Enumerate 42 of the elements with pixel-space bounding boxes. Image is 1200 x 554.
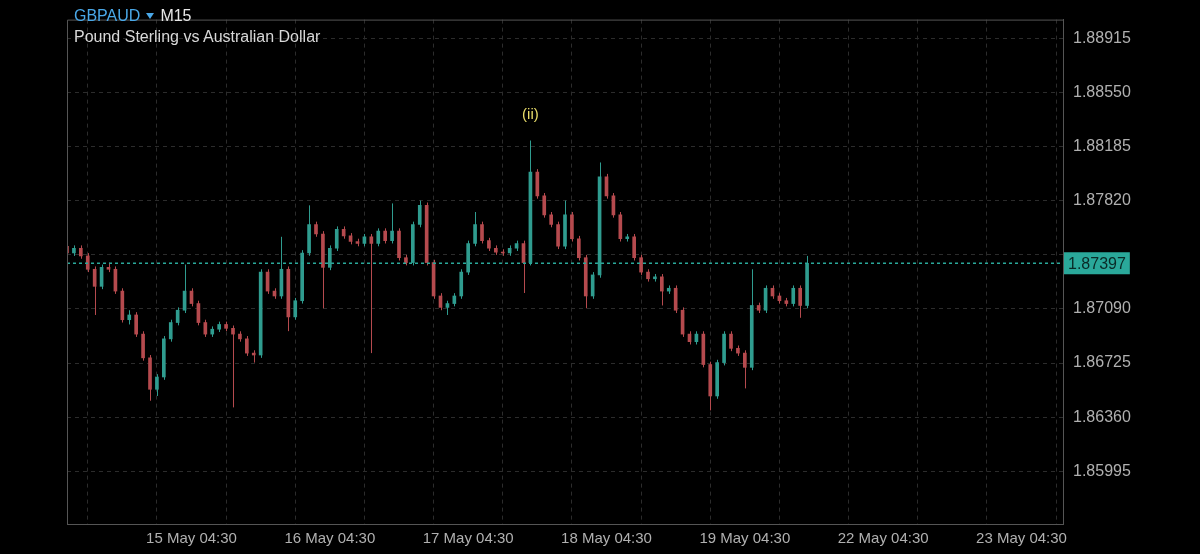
candlestick [390, 202, 394, 244]
y-tick-label: 1.85995 [1073, 461, 1131, 479]
x-tick-label: 15 May 04:30 [146, 529, 237, 547]
y-tick-label: 1.88185 [1073, 136, 1131, 154]
y-tick-label: 1.87820 [1073, 191, 1131, 208]
y-tick-label: 1.88550 [1073, 82, 1131, 100]
candlestick [791, 284, 796, 307]
text: Pound Sterling vs Australian Dollar [74, 27, 321, 47]
candlestick [577, 235, 581, 262]
y-tick-label: 1.88915 [1073, 28, 1131, 46]
x-tick-label: 22 May 04:30 [837, 529, 929, 547]
annotation: (ii) [522, 104, 539, 122]
candlestick [556, 221, 560, 250]
candlestick [168, 319, 173, 343]
chart-title: GBPAUD [74, 6, 141, 26]
x-tick-label: 19 May 04:30 [699, 529, 791, 547]
x-tick-label: 17 May 04:30 [422, 529, 514, 547]
x-tick-label: 16 May 04:30 [284, 529, 376, 547]
candlestick [729, 330, 733, 352]
candlestick [134, 311, 138, 338]
candlestick [542, 192, 547, 219]
y-tick-label: 1.86725 [1073, 353, 1131, 371]
candlestick [334, 225, 339, 252]
ref-line-label: 1.87397 [1068, 254, 1126, 272]
candlestick [155, 373, 159, 397]
candlestick [85, 252, 90, 273]
candlestick [480, 221, 484, 244]
candlestick [639, 254, 643, 276]
candlestick [293, 297, 298, 321]
candlestick [743, 349, 747, 389]
annotation: M15 [160, 6, 192, 26]
candlestick [245, 335, 249, 357]
candlestick [798, 284, 802, 319]
x-tick-label: 23 May 04:30 [976, 529, 1067, 547]
candlestick [231, 325, 235, 408]
candlestick [473, 211, 477, 247]
x-tick-label: 18 May 04:30 [561, 529, 652, 547]
y-tick-label: 1.87090 [1073, 299, 1131, 317]
candlestick [632, 233, 636, 262]
y-tick-label: 1.86360 [1073, 407, 1131, 425]
candlestick [417, 200, 422, 228]
candlestick [660, 273, 664, 306]
